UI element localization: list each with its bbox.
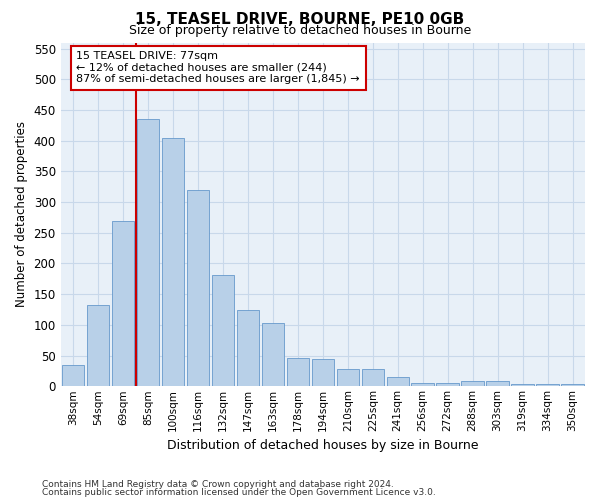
Bar	[62, 365, 85, 386]
Bar	[561, 384, 584, 386]
Bar	[87, 304, 109, 386]
Bar	[212, 274, 234, 386]
Bar	[436, 383, 459, 386]
Text: Contains public sector information licensed under the Open Government Licence v3: Contains public sector information licen…	[42, 488, 436, 497]
Y-axis label: Number of detached properties: Number of detached properties	[15, 122, 28, 308]
Bar	[162, 138, 184, 386]
Bar	[511, 384, 534, 386]
Bar	[362, 369, 384, 386]
Bar	[337, 369, 359, 386]
Bar	[137, 119, 159, 386]
Text: 15 TEASEL DRIVE: 77sqm
← 12% of detached houses are smaller (244)
87% of semi-de: 15 TEASEL DRIVE: 77sqm ← 12% of detached…	[76, 51, 360, 84]
Text: Contains HM Land Registry data © Crown copyright and database right 2024.: Contains HM Land Registry data © Crown c…	[42, 480, 394, 489]
Bar	[412, 382, 434, 386]
Bar	[386, 377, 409, 386]
Bar	[262, 323, 284, 386]
Bar	[461, 380, 484, 386]
Bar	[487, 382, 509, 386]
Bar	[112, 220, 134, 386]
Bar	[187, 190, 209, 386]
Bar	[236, 310, 259, 386]
Bar	[311, 358, 334, 386]
X-axis label: Distribution of detached houses by size in Bourne: Distribution of detached houses by size …	[167, 440, 479, 452]
Bar	[536, 384, 559, 386]
Text: Size of property relative to detached houses in Bourne: Size of property relative to detached ho…	[129, 24, 471, 37]
Text: 15, TEASEL DRIVE, BOURNE, PE10 0GB: 15, TEASEL DRIVE, BOURNE, PE10 0GB	[136, 12, 464, 28]
Bar	[287, 358, 309, 386]
